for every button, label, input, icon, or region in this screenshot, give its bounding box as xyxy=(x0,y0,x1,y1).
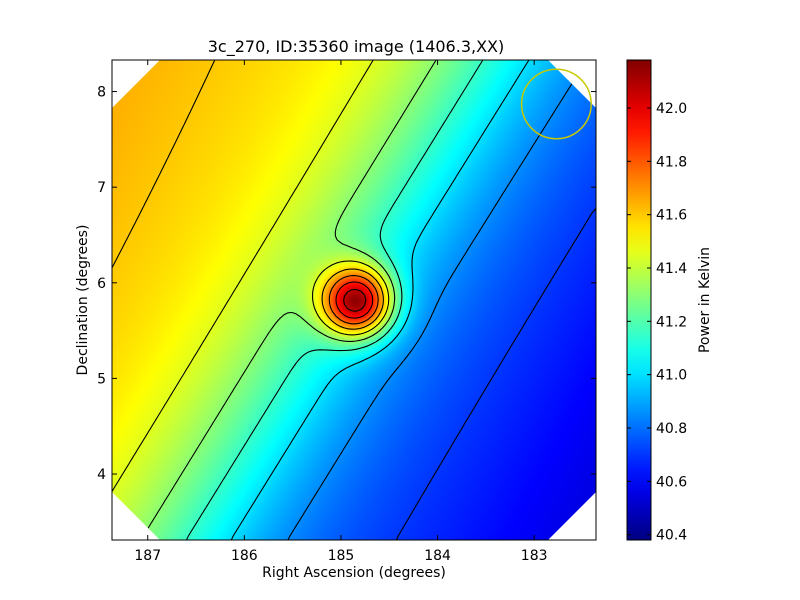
x-tick-label: 183 xyxy=(521,548,548,564)
contour-line xyxy=(186,60,484,540)
y-tick-label: 8 xyxy=(97,85,106,101)
colorbar-ticks: 40.4 40.6 40.8 41.0 41.2 41.4 41.6 41.8 42.0 xyxy=(627,101,687,544)
x-tick-label: 184 xyxy=(424,548,451,564)
x-axis-ticks: 187 186 185 184 183 xyxy=(134,60,548,564)
beam-marker xyxy=(520,68,592,140)
contour-line xyxy=(395,207,596,540)
y-tick-label: 6 xyxy=(97,276,106,292)
y-tick-label: 5 xyxy=(97,371,106,387)
colorbar-tick-label: 41.6 xyxy=(656,208,687,224)
colorbar-tick-label: 41.2 xyxy=(656,314,687,330)
contour-lines xyxy=(112,60,596,540)
contour-line xyxy=(140,60,437,540)
colorbar-tick-label: 40.6 xyxy=(656,474,687,490)
colorbar-label: Power in Kelvin xyxy=(697,247,713,353)
colorbar-tick-label: 42.0 xyxy=(656,101,687,117)
heatmap-image xyxy=(112,60,596,540)
colorbar: 40.4 40.6 40.8 41.0 41.2 41.4 41.6 41.8 42.0 Pow… xyxy=(626,59,713,544)
contour-line xyxy=(335,281,374,319)
contour-line xyxy=(112,60,384,330)
x-tick-label: 187 xyxy=(134,548,161,564)
colorbar-tick-label: 40.8 xyxy=(656,421,687,437)
plot-frame xyxy=(111,59,597,541)
contour-line xyxy=(343,288,367,312)
y-tick-label: 7 xyxy=(97,180,106,196)
plot-area: 187 186 185 184 183 4 5 6 7 8 xyxy=(97,59,597,564)
colorbar-gradient xyxy=(626,59,652,541)
x-axis-label: Right Ascension (degrees) xyxy=(262,565,446,581)
y-axis-label: Declination (degrees) xyxy=(75,225,91,376)
colorbar-tick-label: 41.8 xyxy=(656,154,687,170)
colorbar-tick-label: 41.4 xyxy=(656,261,687,277)
contour-line xyxy=(328,275,379,325)
chart-title: 3c_270, ID:35360 image (1406.3,XX) xyxy=(208,37,505,57)
contour-line xyxy=(230,60,530,540)
colorbar-tick-label: 41.0 xyxy=(656,368,687,384)
contour-line xyxy=(112,60,390,492)
y-axis-ticks: 4 5 6 7 8 xyxy=(97,85,596,483)
colorbar-tick-label: 40.4 xyxy=(656,528,687,544)
x-tick-label: 185 xyxy=(328,548,355,564)
x-tick-label: 186 xyxy=(231,548,258,564)
y-tick-label: 4 xyxy=(97,467,106,483)
